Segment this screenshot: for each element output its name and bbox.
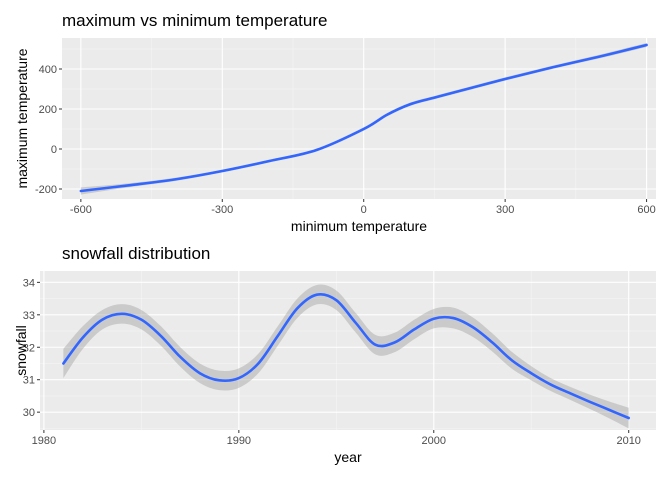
chart1-xtick-label: -300 <box>211 204 233 216</box>
chart1-xtick-label: -600 <box>70 204 92 216</box>
chart1-ytick-label: 400 <box>39 64 57 76</box>
chart1-title: maximum vs minimum temperature <box>62 11 328 30</box>
chart2-ylabel: snowfall <box>13 325 29 376</box>
chart2-xtick-label: 1980 <box>32 435 56 447</box>
chart1-xtick-label: 600 <box>637 204 655 216</box>
chart2-ytick-label: 33 <box>23 310 35 322</box>
chart2-xtick-label: 2010 <box>616 435 640 447</box>
chart1-series-line <box>79 43 648 193</box>
chart1-ytick-label: 200 <box>39 104 57 116</box>
chart2-title: snowfall distribution <box>62 244 211 263</box>
chart1-ylabel: maximum temperature <box>14 48 30 188</box>
chart1-svg: -600 -300 0 300 600 -200 0 200 400 minimum temper… <box>14 38 656 234</box>
chart2-xtick-label: 2000 <box>422 435 446 447</box>
chart2-xtick-label: 1990 <box>227 435 251 447</box>
chart1-panel <box>62 38 656 199</box>
chart2-ytick-label: 32 <box>23 342 35 354</box>
chart2-series-line <box>62 293 631 420</box>
chart2-ytick-label: 34 <box>23 277 35 289</box>
chart1-xtick-label: 0 <box>361 204 367 216</box>
chart2-ytick-label: 30 <box>23 407 35 419</box>
chart2-confidence-band <box>63 284 629 429</box>
chart2-xlabel: year <box>334 449 362 465</box>
chart1-ytick-label: 0 <box>51 144 57 156</box>
chart2-ytick-label: 31 <box>23 375 35 387</box>
chart1-ytick-label: -200 <box>35 184 57 196</box>
chart1-xlabel: minimum temperature <box>291 218 427 234</box>
chart2-panel <box>40 271 656 430</box>
chart1-xtick-label: 300 <box>496 204 514 216</box>
